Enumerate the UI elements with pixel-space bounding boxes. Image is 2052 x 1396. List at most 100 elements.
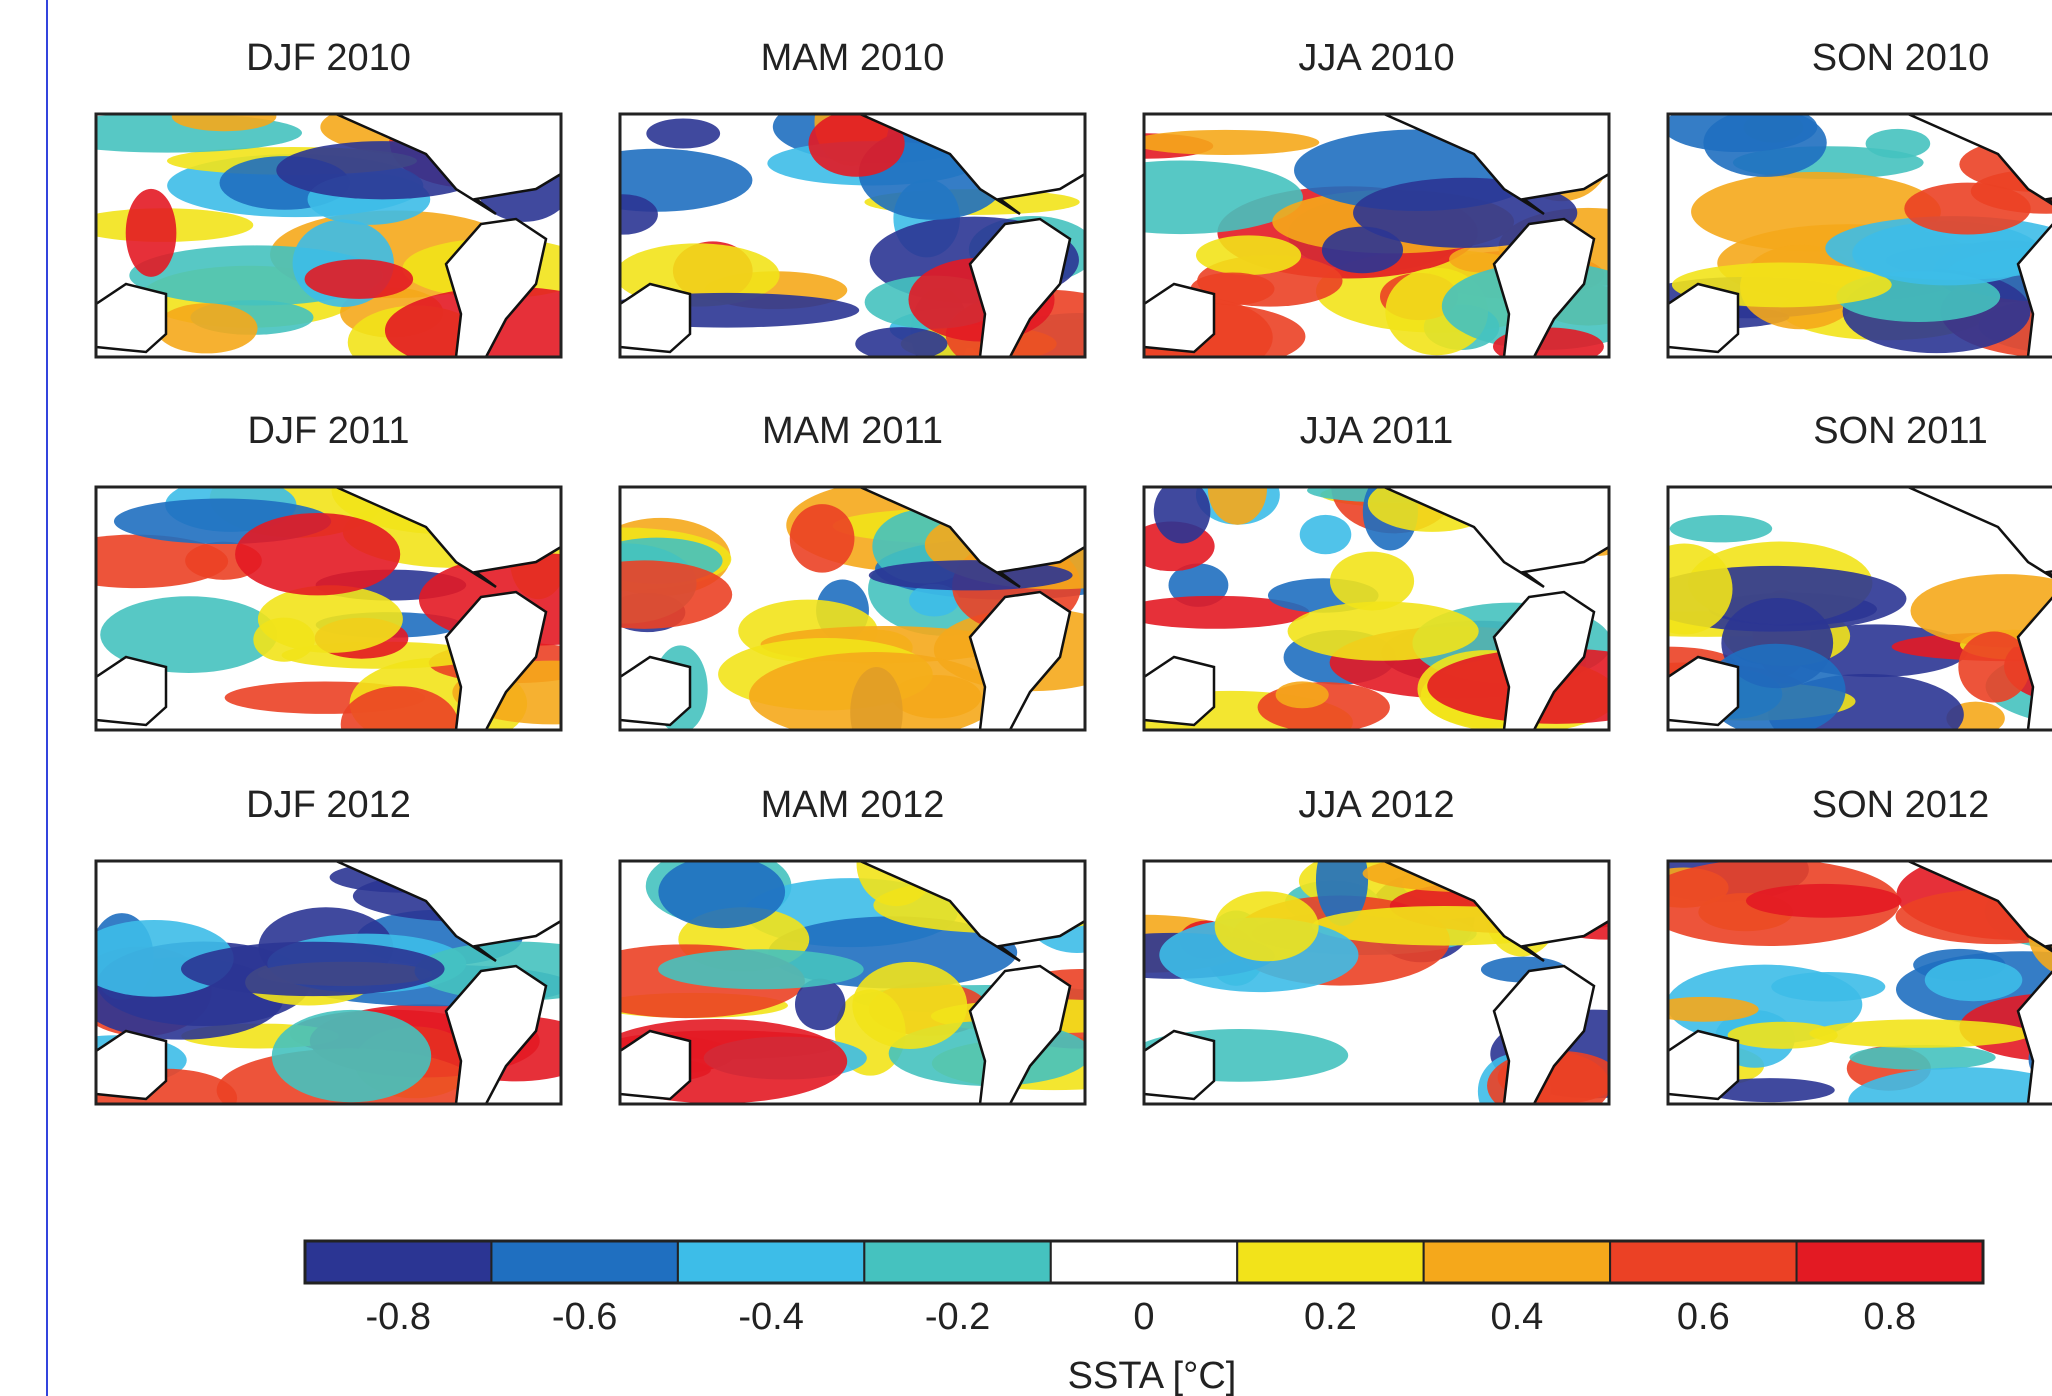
anomaly-area	[1287, 601, 1479, 661]
colorbar-segment	[1795, 1240, 1984, 1284]
panel-title: MAM 2010	[761, 37, 945, 79]
continent	[620, 655, 692, 727]
map	[1144, 114, 1609, 357]
panel-title: MAM 2011	[762, 410, 943, 452]
continent	[1907, 861, 2052, 953]
anomaly-area	[1745, 883, 1902, 918]
continent	[1668, 655, 1740, 727]
map-frame	[1666, 859, 2052, 1106]
continent	[620, 1029, 692, 1101]
anomaly-area	[1153, 487, 1211, 544]
anomaly-area	[855, 327, 948, 357]
anomaly-area	[1144, 595, 1310, 629]
continent	[1492, 217, 1596, 357]
anomaly-area	[1705, 643, 1846, 730]
continent	[1907, 487, 2052, 579]
continent	[2016, 223, 2052, 357]
colorbar-segment	[863, 1240, 1052, 1284]
map	[96, 487, 561, 730]
anomaly-area	[125, 188, 177, 277]
map	[1668, 487, 2052, 730]
map	[96, 861, 561, 1104]
anomaly-area	[795, 978, 846, 1031]
map	[1144, 487, 1609, 730]
continent	[968, 590, 1072, 730]
continent	[335, 114, 561, 216]
colorbar-tick-label: 0.2	[1304, 1296, 1357, 1338]
anomaly-area	[1668, 996, 1759, 1022]
continent	[1144, 655, 1216, 727]
anomaly-area	[789, 504, 855, 573]
continent	[96, 1029, 168, 1101]
anomaly-area	[1852, 221, 2043, 286]
map	[1144, 861, 1609, 1104]
panel-title: JJA 2011	[1300, 410, 1454, 452]
map	[96, 114, 561, 357]
continent	[1907, 114, 2052, 206]
continent	[1492, 964, 1596, 1104]
colorbar-segment	[1422, 1240, 1612, 1284]
panel-title: SON 2011	[1813, 410, 1988, 452]
panel-title: DJF 2012	[246, 784, 411, 826]
continent	[1492, 590, 1596, 730]
anomaly-area	[620, 148, 753, 212]
map-frame	[618, 859, 1087, 1106]
anomaly-area	[1321, 226, 1404, 274]
anomaly-area	[1315, 861, 1369, 926]
anomaly-area	[1329, 551, 1415, 611]
anomaly-area	[1910, 574, 2052, 648]
panel-title: DJF 2011	[248, 410, 410, 452]
colorbar-tick-label: 0	[1133, 1296, 1154, 1338]
map	[620, 861, 1085, 1104]
anomaly-area	[1144, 160, 1303, 235]
continent	[859, 114, 1085, 216]
anomaly-area	[155, 303, 258, 354]
anomaly-area	[1924, 958, 2023, 1002]
anomaly-area	[171, 114, 277, 132]
anomaly-area	[1299, 514, 1352, 555]
colorbar-segment	[1049, 1240, 1239, 1284]
panel-title: SON 2012	[1812, 784, 1989, 826]
continent	[2016, 596, 2052, 730]
map-frame	[94, 485, 563, 732]
anomaly-area	[1809, 1019, 2032, 1048]
continent	[1383, 861, 1609, 963]
anomaly-area	[1207, 487, 1267, 525]
map	[620, 114, 1085, 357]
anomaly-area	[658, 949, 864, 990]
colorbar-tick-label: -0.6	[552, 1296, 617, 1338]
anomaly-area	[100, 596, 278, 674]
anomaly-area	[1771, 971, 1886, 1002]
anomaly-area	[340, 686, 459, 730]
anomaly-area	[749, 652, 1001, 730]
anomaly-area	[1848, 1067, 2052, 1104]
anomaly-area	[646, 118, 721, 149]
map-frame	[1142, 485, 1611, 732]
anomaly-area	[1669, 514, 1773, 543]
continent	[968, 217, 1072, 357]
panel-title: MAM 2012	[761, 784, 945, 826]
colorbar-segment	[1609, 1240, 1798, 1284]
continent	[444, 217, 548, 357]
map-frame	[94, 859, 563, 1106]
anomaly-area	[304, 259, 414, 299]
colorbar-segment	[304, 1240, 493, 1284]
map-frame	[1142, 859, 1611, 1106]
continent	[96, 655, 168, 727]
colorbar-tick-label: -0.8	[365, 1296, 430, 1338]
continent	[1383, 114, 1609, 216]
anomaly-area	[235, 512, 401, 596]
continent	[1144, 1029, 1216, 1101]
anomaly-area	[808, 114, 905, 177]
continent	[968, 964, 1072, 1104]
colorbar-segment	[676, 1240, 866, 1284]
panel-title: SON 2010	[1812, 37, 1989, 79]
panel-title: DJF 2010	[246, 37, 411, 79]
anomaly-area	[253, 617, 315, 662]
colorbar-frame	[303, 1239, 1985, 1285]
panel-title: JJA 2010	[1298, 37, 1454, 79]
continent	[1383, 487, 1609, 589]
continent	[2016, 970, 2052, 1104]
